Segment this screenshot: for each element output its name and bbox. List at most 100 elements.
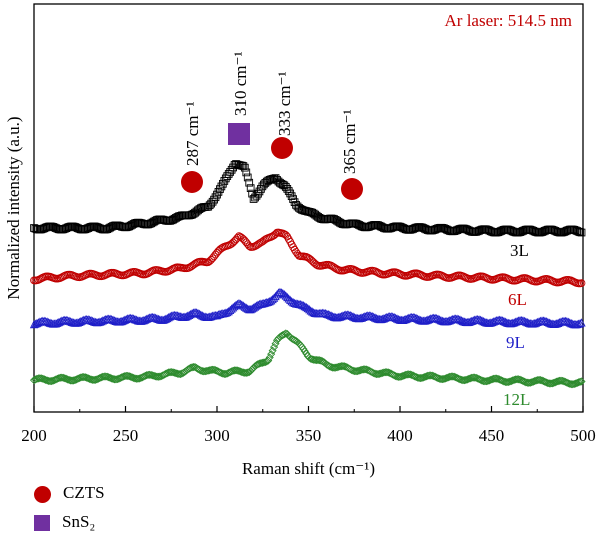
- data-point: [549, 378, 558, 387]
- data-point: [57, 373, 66, 382]
- data-point: [507, 377, 516, 386]
- data-point: [483, 376, 492, 385]
- data-point: [382, 312, 391, 322]
- data-point: [122, 371, 131, 380]
- laser-label: Ar laser: 514.5 nm: [445, 11, 572, 30]
- x-tick-label: 500: [570, 426, 596, 445]
- data-point: [542, 378, 551, 387]
- data-point: [185, 364, 194, 373]
- data-point: [495, 227, 504, 236]
- data-point: [138, 219, 147, 228]
- x-tick-label: 450: [479, 426, 505, 445]
- data-point: [187, 309, 197, 318]
- data-point: [563, 226, 571, 235]
- data-point: [374, 221, 382, 230]
- data-point: [387, 224, 396, 232]
- data-point: [519, 227, 527, 235]
- data-point: [287, 192, 296, 201]
- data-point: [217, 182, 226, 191]
- data-point: [252, 191, 261, 200]
- data-point: [259, 180, 268, 189]
- data-point: [273, 176, 281, 184]
- data-point: [49, 223, 57, 231]
- data-point: [171, 369, 181, 378]
- data-point: [552, 227, 561, 236]
- data-point: [410, 224, 419, 233]
- data-point: [126, 221, 135, 230]
- data-point: [243, 368, 252, 377]
- peak-label: 287 cm⁻¹: [183, 101, 202, 166]
- data-point: [207, 199, 215, 208]
- data-point: [391, 372, 400, 381]
- data-point: [442, 225, 451, 234]
- data-point: [502, 378, 511, 387]
- series-label-9L: 9L: [506, 333, 525, 352]
- data-point: [375, 369, 384, 378]
- data-point: [96, 224, 104, 233]
- data-point: [388, 223, 397, 232]
- data-point: [453, 226, 461, 234]
- data-point: [267, 296, 276, 305]
- data-point: [305, 305, 314, 314]
- x-tick-label: 200: [21, 426, 47, 445]
- data-point: [221, 174, 230, 183]
- data-point: [512, 316, 522, 326]
- data-point: [101, 372, 110, 381]
- data-point: [524, 378, 533, 387]
- data-point: [214, 188, 223, 196]
- data-point: [510, 375, 519, 384]
- data-point: [154, 372, 163, 381]
- data-point: [116, 222, 125, 230]
- data-point: [267, 350, 276, 359]
- data-point: [166, 216, 175, 225]
- data-point: [485, 226, 494, 235]
- data-point: [41, 223, 50, 232]
- data-point: [104, 224, 113, 233]
- x-tick-label: 250: [113, 426, 139, 445]
- czts-peak-marker: [271, 137, 293, 159]
- data-point: [439, 374, 448, 383]
- data-point: [385, 224, 394, 233]
- data-point: [575, 318, 585, 328]
- data-point: [577, 377, 586, 386]
- data-point: [577, 318, 586, 327]
- data-point: [302, 302, 311, 312]
- data-point: [466, 227, 475, 235]
- data-point: [246, 366, 255, 375]
- data-point: [62, 224, 71, 233]
- x-tick-label: 300: [204, 426, 230, 445]
- data-point: [548, 225, 557, 234]
- data-point: [51, 375, 60, 384]
- data-point: [223, 172, 232, 180]
- data-point: [63, 223, 72, 232]
- legend-item-czts: CZTS: [34, 483, 105, 503]
- data-point: [577, 279, 586, 287]
- data-point: [216, 185, 224, 193]
- data-point: [517, 227, 526, 236]
- data-point: [97, 373, 106, 382]
- data-point: [85, 374, 94, 383]
- data-point: [462, 225, 470, 233]
- data-point: [485, 376, 494, 385]
- data-point: [419, 224, 428, 232]
- data-point: [170, 368, 179, 377]
- sns2-square-icon: [34, 515, 50, 532]
- data-point: [208, 197, 217, 206]
- data-point: [542, 226, 551, 235]
- data-point: [494, 228, 502, 237]
- data-point: [270, 343, 279, 352]
- data-point: [286, 295, 295, 304]
- data-point: [283, 292, 292, 302]
- data-point: [71, 223, 79, 231]
- data-point: [153, 216, 161, 224]
- data-point: [486, 227, 495, 236]
- data-point: [35, 317, 44, 326]
- data-point: [150, 371, 159, 380]
- data-point: [375, 221, 384, 230]
- data-point: [497, 227, 505, 235]
- data-point: [421, 224, 429, 233]
- data-point: [530, 227, 539, 236]
- data-point: [404, 370, 413, 379]
- data-point: [504, 225, 513, 234]
- data-point: [57, 316, 66, 325]
